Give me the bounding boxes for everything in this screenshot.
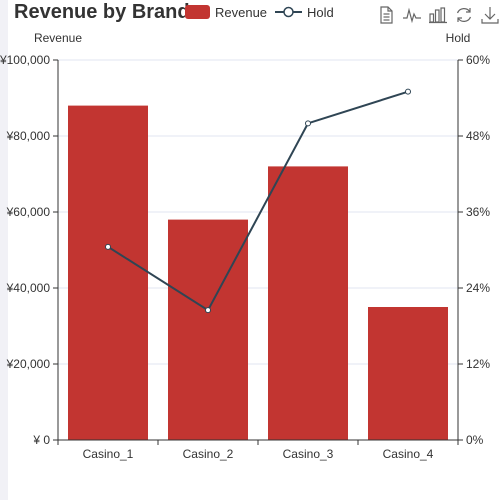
hold-point[interactable] xyxy=(205,307,211,314)
revenue-bar[interactable] xyxy=(68,105,148,440)
restore-icon[interactable] xyxy=(454,5,474,25)
y-tick-label-left: ¥40,000 xyxy=(6,281,51,295)
legend: Revenue Hold xyxy=(185,3,342,21)
save-image-icon[interactable] xyxy=(480,5,500,25)
legend-item-revenue[interactable]: Revenue xyxy=(185,5,267,20)
y-tick-label-left: ¥ 0 xyxy=(32,433,50,447)
legend-item-hold[interactable]: Hold xyxy=(275,5,334,20)
bar-chart-icon[interactable] xyxy=(428,5,448,25)
y-tick-label-left: ¥100,000 xyxy=(0,53,50,67)
y-tick-label-right: 48% xyxy=(466,129,490,143)
hold-point[interactable] xyxy=(105,243,111,250)
data-view-icon[interactable] xyxy=(376,5,396,25)
y-tick-label-right: 60% xyxy=(466,53,490,67)
left-edge-strip xyxy=(0,0,8,500)
chart-title: Revenue by Brand xyxy=(14,1,190,23)
y-tick-label-left: ¥60,000 xyxy=(6,205,51,219)
y-tick-label-left: ¥80,000 xyxy=(6,129,51,143)
toolbox xyxy=(370,5,500,25)
legend-hold-swatch xyxy=(275,6,303,18)
y-axis-left-name: Revenue xyxy=(34,31,82,45)
hold-point[interactable] xyxy=(305,120,311,127)
revenue-bar[interactable] xyxy=(168,219,248,440)
legend-revenue-swatch xyxy=(185,5,210,19)
x-tick-label: Casino_3 xyxy=(283,447,334,461)
y-tick-label-left: ¥20,000 xyxy=(6,357,51,371)
revenue-bar[interactable] xyxy=(268,166,348,440)
line-chart-icon[interactable] xyxy=(402,5,422,25)
x-tick-label: Casino_1 xyxy=(83,447,134,461)
x-tick-label: Casino_2 xyxy=(183,447,234,461)
y-axis-right-name: Hold xyxy=(446,31,471,45)
revenue-bar[interactable] xyxy=(368,307,448,440)
y-tick-label-right: 24% xyxy=(466,281,490,295)
y-tick-label-right: 12% xyxy=(466,357,490,371)
hold-series-line xyxy=(107,90,409,312)
y-tick-label-right: 36% xyxy=(466,205,490,219)
y-tick-label-right: 0% xyxy=(466,433,484,447)
legend-hold-label: Hold xyxy=(307,4,334,20)
legend-revenue-label: Revenue xyxy=(215,4,268,20)
hold-point[interactable] xyxy=(405,88,411,95)
x-tick-label: Casino_4 xyxy=(383,447,434,461)
